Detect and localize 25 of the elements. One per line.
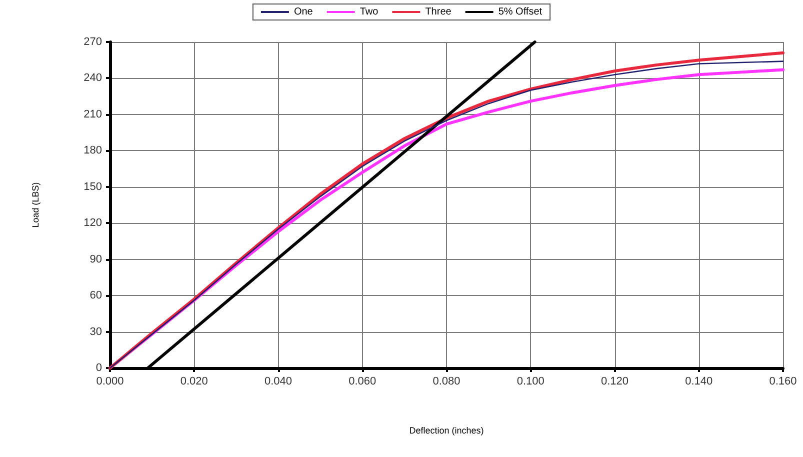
y-axis-title: Load (LBS) — [30, 182, 40, 228]
y-tick-label: 120 — [84, 217, 102, 230]
x-tick-label: 0.100 — [516, 376, 544, 388]
x-tick-label: 0.040 — [264, 376, 292, 388]
y-tick-label: 30 — [90, 326, 102, 338]
x-axis-title: Deflection (inches) — [409, 426, 484, 436]
y-tick-label: 0 — [96, 362, 102, 374]
y-tick-label: 180 — [84, 144, 102, 157]
y-tick-label: 150 — [84, 180, 102, 193]
y-tick-label: 270 — [84, 36, 102, 48]
y-tick-label: 210 — [84, 108, 102, 120]
x-tick-label: 0.020 — [180, 376, 208, 388]
legend-label: Three — [425, 6, 452, 18]
legend-label: Two — [360, 6, 379, 18]
x-tick-label: 0.060 — [348, 376, 376, 388]
x-tick-label: 0.140 — [685, 376, 713, 388]
x-tick-label: 0.000 — [96, 376, 124, 388]
y-tick-label: 240 — [84, 72, 102, 84]
y-tick-label: 90 — [90, 253, 102, 266]
y-tick-label: 60 — [90, 290, 102, 302]
x-tick-label: 0.080 — [432, 376, 460, 388]
x-tick-label: 0.160 — [769, 376, 797, 388]
legend-label: One — [294, 6, 314, 18]
x-tick-label: 0.120 — [600, 376, 629, 388]
legend-label: 5% Offset — [498, 6, 542, 18]
